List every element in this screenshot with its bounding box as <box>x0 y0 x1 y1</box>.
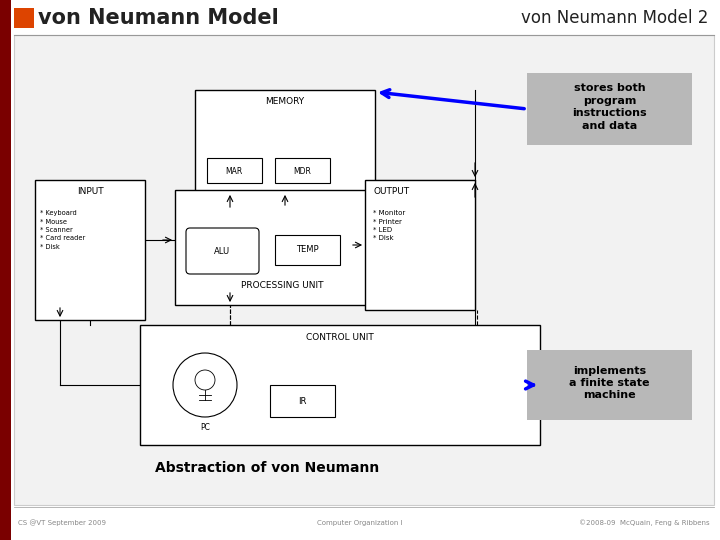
Text: ALU: ALU <box>214 246 230 255</box>
Text: Computer Organization I: Computer Organization I <box>318 520 402 526</box>
Bar <box>365 180 475 310</box>
Text: INPUT: INPUT <box>77 187 103 197</box>
Text: ©2008-09  McQuain, Feng & Ribbens: ©2008-09 McQuain, Feng & Ribbens <box>580 519 710 526</box>
Text: von Neumann Model: von Neumann Model <box>38 8 279 28</box>
Bar <box>14 35 714 505</box>
Text: CS @VT September 2009: CS @VT September 2009 <box>18 519 106 526</box>
Circle shape <box>173 353 237 417</box>
Text: PROCESSING UNIT: PROCESSING UNIT <box>241 280 324 289</box>
Bar <box>275 158 330 183</box>
Bar <box>270 385 335 417</box>
Text: CONTROL UNIT: CONTROL UNIT <box>306 333 374 341</box>
Bar <box>527 350 692 420</box>
Text: PC: PC <box>200 422 210 431</box>
Bar <box>175 190 390 305</box>
Text: von Neumann Model 2: von Neumann Model 2 <box>521 9 708 27</box>
Text: TEMP: TEMP <box>296 246 318 254</box>
Bar <box>35 180 145 320</box>
Text: MDR: MDR <box>293 166 311 176</box>
Text: OUTPUT: OUTPUT <box>373 187 409 197</box>
Text: * Monitor
* Printer
* LED
* Disk: * Monitor * Printer * LED * Disk <box>373 210 405 241</box>
Bar <box>14 8 34 28</box>
Text: Abstraction of von Neumann: Abstraction of von Neumann <box>155 461 379 475</box>
Bar <box>207 158 262 183</box>
Text: stores both
program
instructions
and data: stores both program instructions and dat… <box>572 83 647 131</box>
Circle shape <box>195 370 215 390</box>
Bar <box>0 0 11 540</box>
Text: implements
a finite state
machine: implements a finite state machine <box>570 366 649 400</box>
Bar <box>140 325 540 445</box>
Text: * Keyboard
* Mouse
* Scanner
* Card reader
* Disk: * Keyboard * Mouse * Scanner * Card read… <box>40 210 85 250</box>
Bar <box>195 90 375 195</box>
FancyBboxPatch shape <box>186 228 259 274</box>
Text: IR: IR <box>298 396 307 406</box>
Text: MAR: MAR <box>225 166 243 176</box>
Bar <box>527 73 692 145</box>
Text: MEMORY: MEMORY <box>266 98 305 106</box>
Bar <box>275 235 340 265</box>
